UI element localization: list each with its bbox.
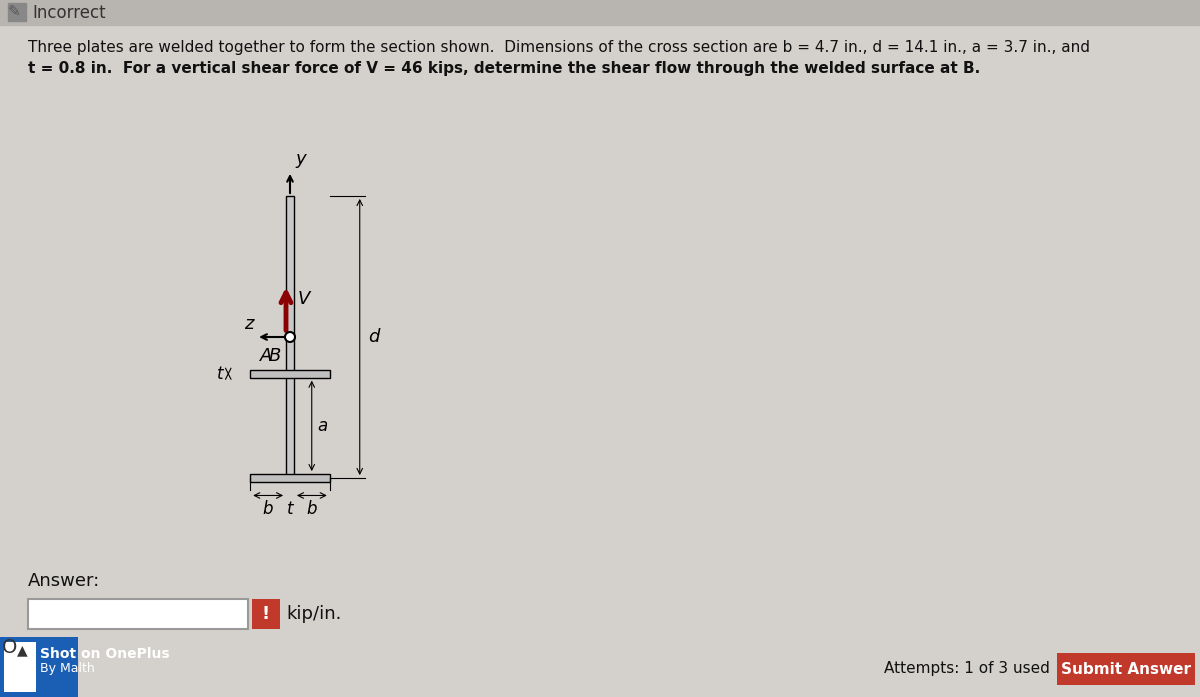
Text: b: b bbox=[307, 500, 317, 519]
Text: y: y bbox=[295, 150, 306, 168]
Text: z: z bbox=[245, 315, 254, 333]
Text: By Malth: By Malth bbox=[40, 662, 95, 675]
Text: Incorrect: Incorrect bbox=[32, 4, 106, 22]
Text: V: V bbox=[298, 289, 311, 307]
Bar bbox=[251, 370, 330, 378]
Bar bbox=[1057, 653, 1195, 685]
Text: t: t bbox=[217, 365, 223, 383]
Text: Submit Answer: Submit Answer bbox=[1061, 661, 1190, 677]
Text: !: ! bbox=[262, 605, 270, 623]
Text: t: t bbox=[287, 500, 293, 519]
Text: Three plates are welded together to form the section shown.  Dimensions of the c: Three plates are welded together to form… bbox=[28, 40, 1090, 55]
Bar bbox=[4, 642, 36, 692]
Text: Shot on OnePlus: Shot on OnePlus bbox=[40, 647, 169, 661]
Text: a: a bbox=[318, 417, 328, 435]
Bar bbox=[252, 599, 280, 629]
Text: Answer:: Answer: bbox=[28, 572, 101, 590]
Bar bbox=[8, 3, 26, 21]
Text: ▲: ▲ bbox=[17, 643, 28, 657]
Text: d: d bbox=[367, 328, 379, 346]
Bar bbox=[286, 196, 294, 478]
Circle shape bbox=[286, 332, 295, 342]
Bar bbox=[0, 637, 78, 697]
Text: ✎: ✎ bbox=[8, 4, 20, 20]
Text: A: A bbox=[260, 347, 272, 365]
Text: t = 0.8 in.  For a vertical shear force of V = 46 kips, determine the shear flow: t = 0.8 in. For a vertical shear force o… bbox=[28, 61, 980, 76]
Text: B: B bbox=[269, 347, 281, 365]
Bar bbox=[0, 0, 1200, 25]
Bar bbox=[28, 599, 248, 629]
Text: O: O bbox=[2, 638, 17, 657]
Text: kip/in.: kip/in. bbox=[286, 605, 341, 623]
Bar bbox=[251, 474, 330, 482]
Text: Attempts: 1 of 3 used: Attempts: 1 of 3 used bbox=[884, 661, 1050, 677]
Text: b: b bbox=[263, 500, 274, 519]
